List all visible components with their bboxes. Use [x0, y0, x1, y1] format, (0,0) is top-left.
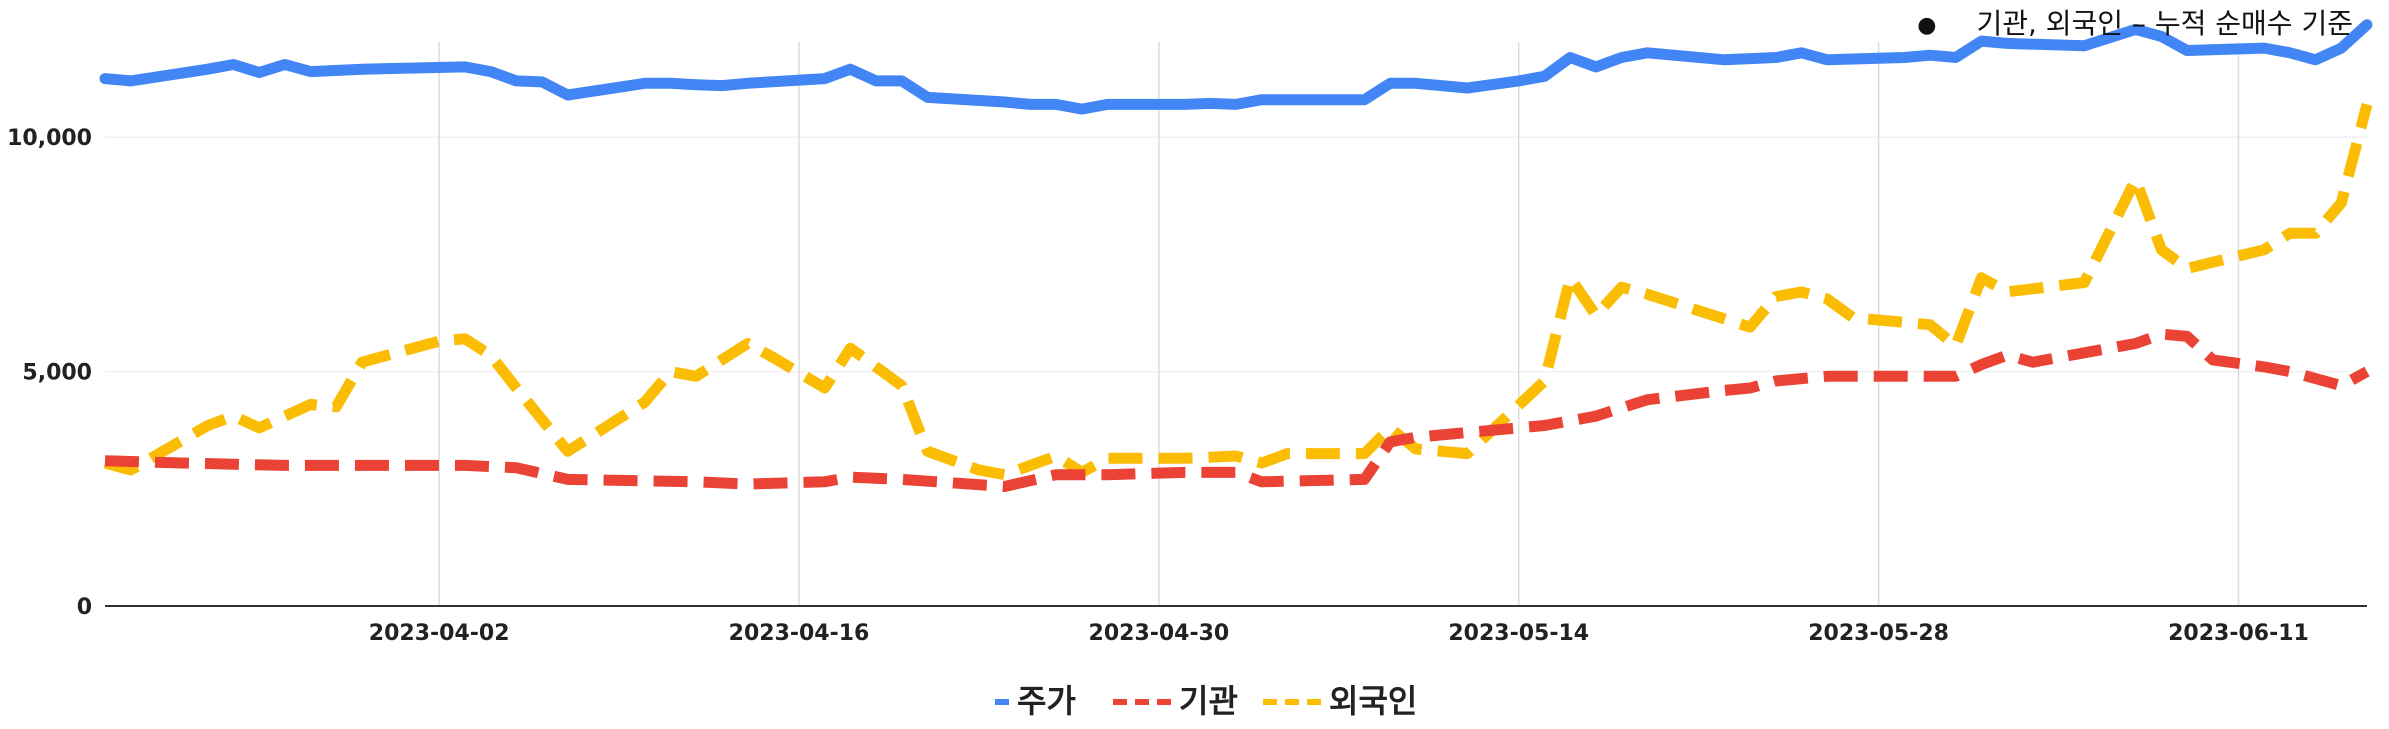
x-tick-label: 2023-05-28	[1808, 621, 1949, 646]
legend-label: 기관	[1179, 682, 1238, 720]
legend-label: 외국인	[1329, 682, 1417, 720]
series-line-foreign	[103, 103, 2373, 481]
series-line-institution	[104, 328, 2370, 492]
gridlines	[105, 42, 2367, 606]
legend: 주가 기관 외국인	[995, 682, 1417, 720]
axes: 0 5,000 10,000 2023-04-02 2023-04-16 2023-04-…	[7, 126, 2367, 646]
note-text: 기관, 외국인 – 누적 순매수 기준	[1976, 7, 2353, 40]
x-tick-label: 2023-06-11	[2168, 621, 2309, 646]
x-tick-label: 2023-04-30	[1089, 621, 1230, 646]
x-tick-label: 2023-04-16	[729, 621, 870, 646]
y-tick-label: 10,000	[7, 126, 92, 151]
legend-label: 주가	[1017, 682, 1076, 720]
series-line-stock-price	[99, 19, 2373, 115]
x-tick-label: 2023-04-02	[369, 621, 510, 646]
chart-note: ● 기관, 외국인 – 누적 순매수 기준	[1917, 2, 2353, 42]
note-bullet-icon: ●	[1917, 12, 1937, 38]
x-tick-label: 2023-05-14	[1448, 621, 1589, 646]
y-tick-label: 0	[77, 595, 92, 620]
series-lines	[99, 19, 2373, 492]
y-tick-label: 5,000	[22, 361, 92, 386]
